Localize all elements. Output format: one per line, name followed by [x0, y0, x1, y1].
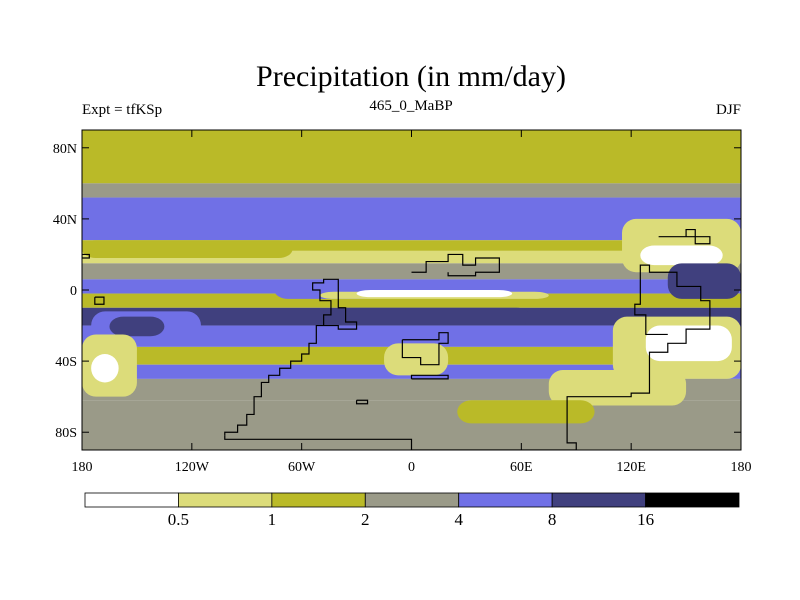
colorbar-label: 2 [361, 510, 370, 529]
x-tick-label: 60W [288, 460, 316, 475]
season-label: DJF [716, 102, 741, 118]
precip-patch [82, 240, 293, 258]
colorbar-swatch [551, 492, 646, 508]
x-tick-label: 180 [72, 460, 93, 475]
precip-patch [91, 354, 119, 383]
precip-band [82, 183, 741, 198]
experiment-label: Expt = tfKSp [82, 102, 162, 118]
y-tick-label: 40N [53, 213, 77, 228]
x-tick-label: 180 [731, 460, 752, 475]
colorbar-label: 4 [454, 510, 463, 529]
y-tick-label: 0 [70, 284, 77, 299]
y-tick-label: 80S [55, 426, 77, 441]
precip-patch [457, 400, 595, 424]
coastline [224, 278, 358, 436]
coastline [401, 332, 449, 366]
x-tick-label: 60E [510, 460, 533, 475]
colorbar: 0.5 1 2 4 8 16 [84, 492, 740, 529]
colorbar-swatch [178, 492, 273, 508]
precipitation-map [82, 130, 741, 450]
colorbar-swatch [271, 492, 366, 508]
precip-patch [645, 325, 732, 362]
colorbar-swatch [84, 492, 179, 508]
x-tick-label: 120W [175, 460, 210, 475]
colorbar-swatch [458, 492, 553, 508]
colorbar-label: 8 [548, 510, 557, 529]
precip-patch [384, 343, 449, 376]
precip-band [82, 263, 741, 280]
precip-band [82, 279, 741, 294]
precip-band [82, 130, 741, 184]
coastline [224, 264, 711, 450]
coastline [658, 228, 711, 245]
coastline [410, 374, 449, 380]
precip-patch [548, 370, 687, 406]
precip-patch [667, 263, 741, 299]
x-tick-label: 0 [408, 460, 415, 475]
chart-title: Precipitation (in mm/day) [256, 60, 566, 93]
y-tick-label: 40S [55, 355, 77, 370]
coastline [355, 399, 369, 405]
colorbar-swatch [645, 492, 740, 508]
coastline [411, 253, 500, 277]
x-tick-label: 120E [616, 460, 646, 475]
precip-patch [640, 245, 723, 266]
colorbar-label: 0.5 [168, 510, 189, 529]
precip-band [82, 240, 741, 251]
axis-ticks: 180 120W 60W 0 60E 120E 180 80N 40N 0 40S 80S [53, 130, 752, 475]
colorbar-label: 16 [637, 510, 654, 529]
precip-patch [329, 307, 531, 326]
precip-band [82, 325, 741, 347]
y-tick-label: 80N [53, 142, 77, 157]
period-label: 465_0_MaBP [369, 98, 452, 114]
precip-band [82, 293, 741, 308]
precip-patch [109, 316, 165, 337]
colorbar-label: 1 [268, 510, 277, 529]
precip-patch [356, 290, 513, 298]
coastline [82, 253, 90, 259]
coastline-layer [82, 228, 711, 450]
colorbar-swatch [364, 492, 460, 508]
coastline [94, 296, 105, 305]
